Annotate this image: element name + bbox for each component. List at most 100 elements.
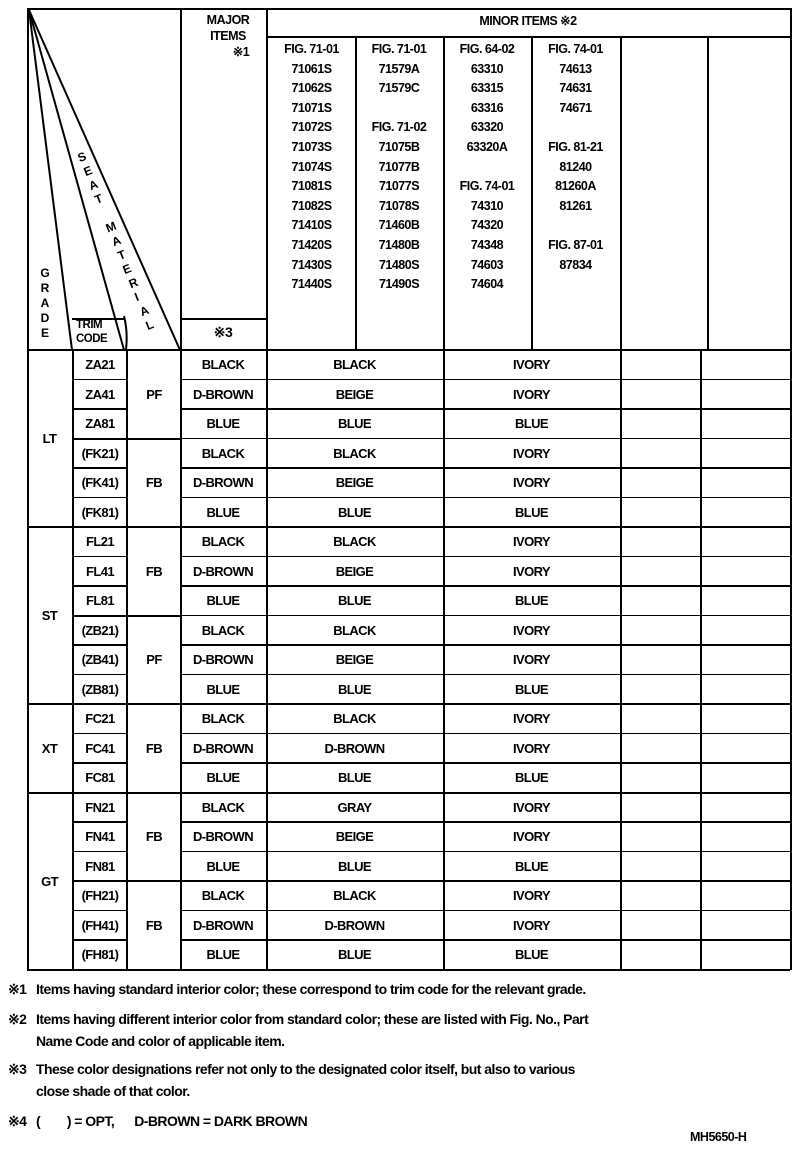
row-divider [180, 555, 790, 557]
left-border [27, 8, 29, 970]
grade-trim-border [72, 350, 74, 970]
row-divider [180, 437, 790, 439]
footnote: ※1 Items having standard interior color; … [8, 978, 793, 1000]
footnote: ※4 ( ) = OPT, D-BROWN = DARK BROWN [8, 1110, 793, 1132]
trim-code-cell: (FH81) [81, 947, 119, 963]
minor-color-cell: BLUE [338, 593, 372, 609]
row-divider [72, 644, 128, 646]
major-items-header: MAJOR ITEMS ※1 [186, 12, 266, 60]
row-divider [72, 968, 128, 970]
seat-material-cell: FB [145, 829, 163, 845]
part-number: FIG. 81-21 [548, 139, 603, 154]
trim-code-cell: (FK21) [81, 445, 119, 461]
major-color-cell: BLACK [201, 534, 245, 550]
sub-column-border [443, 36, 445, 350]
row-divider [180, 791, 790, 793]
row-divider [72, 585, 128, 587]
footnote-line: ※3 These color designations refer not onl… [8, 1058, 793, 1080]
major-color-cell: D-BROWN [192, 829, 254, 845]
minor-color-cell: BLUE [515, 947, 549, 963]
minor-color-cell: IVORY [513, 652, 551, 668]
minor-color-cell: BEIGE [335, 475, 374, 491]
row-divider [180, 644, 790, 646]
row-divider [72, 496, 128, 498]
trim-code-header: TRIM CODE [76, 319, 108, 345]
row-divider [180, 526, 790, 528]
minor-color-cell: IVORY [513, 386, 551, 402]
footnote-line: ※4 ( ) = OPT, D-BROWN = DARK BROWN [8, 1110, 793, 1132]
part-number: 74613 [559, 61, 592, 76]
seat-material-cell: PF [146, 652, 162, 668]
sub-column-border [355, 36, 357, 350]
part-number [443, 158, 531, 178]
grade-cell: LT [42, 431, 57, 446]
footnote-mark: ※1 [8, 981, 27, 997]
seat-material-cell: PF [146, 386, 162, 402]
minor-color-cell: IVORY [513, 563, 551, 579]
major-color-cell: BLUE [206, 858, 241, 874]
part-number: 74604 [470, 277, 504, 292]
major-color-cell: D-BROWN [192, 475, 254, 491]
minor-left-border [266, 8, 268, 970]
trim-code-cell: FN41 [85, 829, 115, 845]
trim-code-cell: (ZB41) [81, 652, 119, 668]
part-number: 74603 [470, 257, 504, 272]
footnote-text: Items having different interior color fr… [36, 1011, 589, 1027]
row-divider [180, 909, 790, 911]
table-top-border [27, 8, 792, 10]
trim-code-cell: FC21 [85, 711, 115, 727]
part-number: 63315 [470, 81, 504, 96]
footnote-text: These color designations refer not only … [36, 1061, 575, 1077]
row-divider [72, 408, 128, 410]
major-color-cell: BLUE [206, 593, 241, 609]
header-bottom-border [27, 349, 792, 351]
minor-color-cell: IVORY [513, 711, 551, 727]
part-column: FIG. 71-01 71061S 71062S 71071S 71072S 71073S… [268, 40, 355, 295]
major-color-cell: D-BROWN [192, 917, 254, 933]
part-number: 71490S [378, 277, 420, 292]
major-color-cell: BLUE [206, 504, 241, 520]
row-divider [72, 526, 128, 528]
minor-color-cell: D-BROWN [324, 917, 385, 933]
part-column: FIG. 74-01 74613 74631 74671 FIG. 81-21 8124… [531, 40, 620, 275]
major-color-cell: D-BROWN [192, 652, 254, 668]
part-number: 63320 [470, 120, 504, 135]
row-divider [72, 791, 128, 793]
row-divider [180, 880, 790, 882]
part-number: 74348 [470, 237, 504, 252]
minor-color-cell: BLUE [515, 681, 549, 697]
part-number: 74671 [559, 100, 592, 115]
row-divider [180, 496, 790, 498]
major-color-cell: D-BROWN [192, 563, 254, 579]
minor-color-cell: BLUE [338, 858, 372, 874]
right-border [790, 8, 792, 970]
major-color-cell: D-BROWN [192, 386, 254, 402]
minor-color-cell: BLACK [333, 357, 376, 373]
major-items-label: MAJOR ITEMS [206, 13, 250, 43]
major-items-mark: ※1 [232, 45, 250, 59]
minor-color-cell: BLACK [333, 534, 376, 550]
part-number: 81261 [559, 198, 592, 213]
minor-color-cell: IVORY [513, 357, 551, 373]
major-color-cell: BLUE [206, 416, 241, 432]
part-number: FIG. 71-01 [371, 42, 427, 56]
trim-code-cell: (ZB81) [81, 681, 119, 697]
row-divider [72, 762, 128, 764]
seat-material-cell: FB [145, 475, 163, 491]
minor-color-cell: BLUE [515, 770, 549, 786]
minor-color-cell: IVORY [513, 475, 551, 491]
row-divider [180, 467, 790, 469]
row-divider [72, 939, 128, 941]
part-number: 81260A [555, 179, 596, 194]
minor-color-cell: IVORY [513, 917, 551, 933]
body-column-border [700, 350, 702, 970]
minor-color-cell: BLUE [515, 416, 549, 432]
part-number: 71460B [378, 218, 420, 233]
part-number: 74320 [470, 218, 504, 233]
body-column-border [620, 350, 622, 970]
minor-color-cell: BLACK [333, 445, 376, 461]
minor-color-cell: BLUE [515, 593, 549, 609]
minor-color-cell: BLUE [338, 504, 372, 520]
part-number: 71077B [378, 159, 420, 174]
trim-code-cell: FN21 [85, 799, 115, 815]
